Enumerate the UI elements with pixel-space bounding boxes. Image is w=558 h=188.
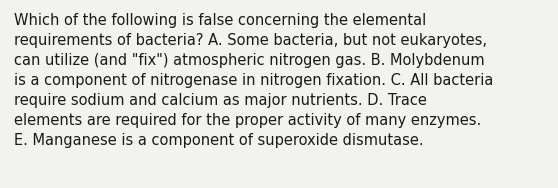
Text: Which of the following is false concerning the elemental
requirements of bacteri: Which of the following is false concerni…: [14, 13, 493, 148]
